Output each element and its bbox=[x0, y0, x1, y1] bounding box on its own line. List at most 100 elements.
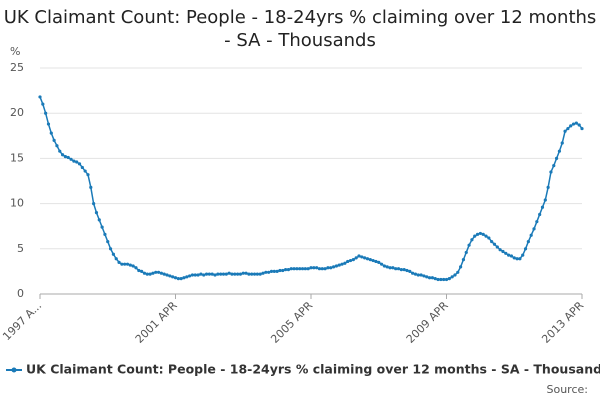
data-point bbox=[532, 227, 536, 231]
data-point bbox=[171, 275, 175, 279]
data-point bbox=[252, 272, 257, 276]
data-point bbox=[391, 266, 395, 270]
data-line bbox=[39, 96, 583, 281]
data-point bbox=[461, 258, 466, 262]
data-point bbox=[357, 254, 361, 258]
data-point bbox=[331, 265, 336, 269]
data-point bbox=[162, 272, 166, 276]
data-point bbox=[188, 274, 192, 278]
data-point bbox=[46, 122, 51, 126]
data-point bbox=[114, 257, 118, 261]
data-point bbox=[379, 262, 384, 266]
data-point bbox=[300, 267, 305, 271]
data-point bbox=[405, 268, 409, 273]
data-point bbox=[484, 234, 488, 238]
data-point bbox=[360, 255, 364, 259]
data-point bbox=[289, 267, 293, 271]
data-point bbox=[538, 212, 542, 217]
data-point bbox=[571, 122, 576, 126]
data-point bbox=[574, 121, 578, 125]
x-tick-label: 1997 A... bbox=[0, 299, 44, 343]
data-point bbox=[560, 141, 564, 145]
data-point bbox=[563, 129, 567, 133]
data-point bbox=[487, 236, 491, 240]
data-point bbox=[298, 267, 302, 271]
data-point bbox=[329, 266, 333, 270]
data-point bbox=[38, 95, 42, 99]
data-point bbox=[396, 267, 401, 271]
data-point bbox=[261, 271, 265, 275]
data-point bbox=[154, 270, 158, 274]
data-point bbox=[543, 198, 547, 202]
source: Source: bbox=[547, 383, 589, 396]
data-point bbox=[258, 272, 262, 276]
data-point bbox=[80, 165, 84, 170]
data-point bbox=[368, 258, 372, 262]
data-point bbox=[286, 267, 291, 272]
data-point bbox=[490, 239, 494, 244]
data-point bbox=[151, 271, 155, 275]
data-point bbox=[354, 256, 358, 260]
data-point bbox=[63, 154, 68, 159]
data-point bbox=[382, 264, 386, 268]
data-point bbox=[504, 251, 508, 255]
data-point bbox=[492, 242, 497, 246]
data-point bbox=[72, 159, 76, 163]
data-point bbox=[566, 126, 570, 131]
data-point bbox=[374, 259, 378, 264]
data-point bbox=[340, 262, 344, 266]
data-point bbox=[165, 273, 169, 277]
data-point bbox=[521, 253, 525, 257]
data-point bbox=[467, 243, 471, 247]
data-point bbox=[377, 260, 381, 264]
data-point bbox=[554, 156, 559, 160]
data-point bbox=[247, 272, 251, 276]
data-point bbox=[459, 265, 463, 269]
data-point bbox=[552, 164, 556, 168]
data-point bbox=[190, 273, 195, 277]
data-point bbox=[320, 267, 324, 271]
data-point bbox=[478, 231, 482, 236]
data-point bbox=[106, 239, 110, 244]
data-point bbox=[94, 211, 99, 215]
data-point bbox=[430, 276, 434, 280]
data-point bbox=[540, 205, 545, 209]
data-point bbox=[89, 185, 93, 189]
data-point bbox=[44, 111, 48, 115]
data-point bbox=[52, 138, 56, 142]
data-point bbox=[103, 232, 107, 236]
data-point bbox=[315, 266, 319, 270]
data-point bbox=[346, 259, 350, 264]
data-point bbox=[204, 272, 209, 276]
data-point bbox=[436, 277, 440, 282]
data-point bbox=[394, 267, 398, 271]
data-point bbox=[202, 273, 206, 277]
data-point bbox=[526, 239, 530, 244]
data-point bbox=[569, 124, 573, 128]
data-point bbox=[388, 266, 392, 270]
data-point bbox=[365, 257, 370, 261]
data-point bbox=[128, 263, 132, 267]
data-point bbox=[83, 169, 87, 173]
data-point bbox=[447, 277, 451, 281]
data-point bbox=[303, 267, 307, 271]
y-tick-label: 10 bbox=[10, 197, 24, 210]
data-point bbox=[281, 268, 285, 273]
x-tick-label: 2009 APR bbox=[404, 299, 451, 346]
data-point bbox=[473, 234, 477, 238]
data-point bbox=[111, 252, 115, 256]
data-point bbox=[292, 267, 296, 271]
data-point bbox=[210, 272, 214, 276]
data-point bbox=[58, 149, 62, 153]
data-point bbox=[450, 275, 454, 279]
legend-marker bbox=[11, 367, 17, 373]
data-point bbox=[306, 267, 310, 271]
data-point bbox=[193, 273, 197, 277]
data-point bbox=[334, 264, 339, 268]
data-point bbox=[283, 267, 288, 272]
data-point bbox=[535, 220, 539, 224]
data-point bbox=[216, 272, 220, 276]
data-point bbox=[250, 272, 254, 276]
data-point bbox=[227, 271, 231, 275]
